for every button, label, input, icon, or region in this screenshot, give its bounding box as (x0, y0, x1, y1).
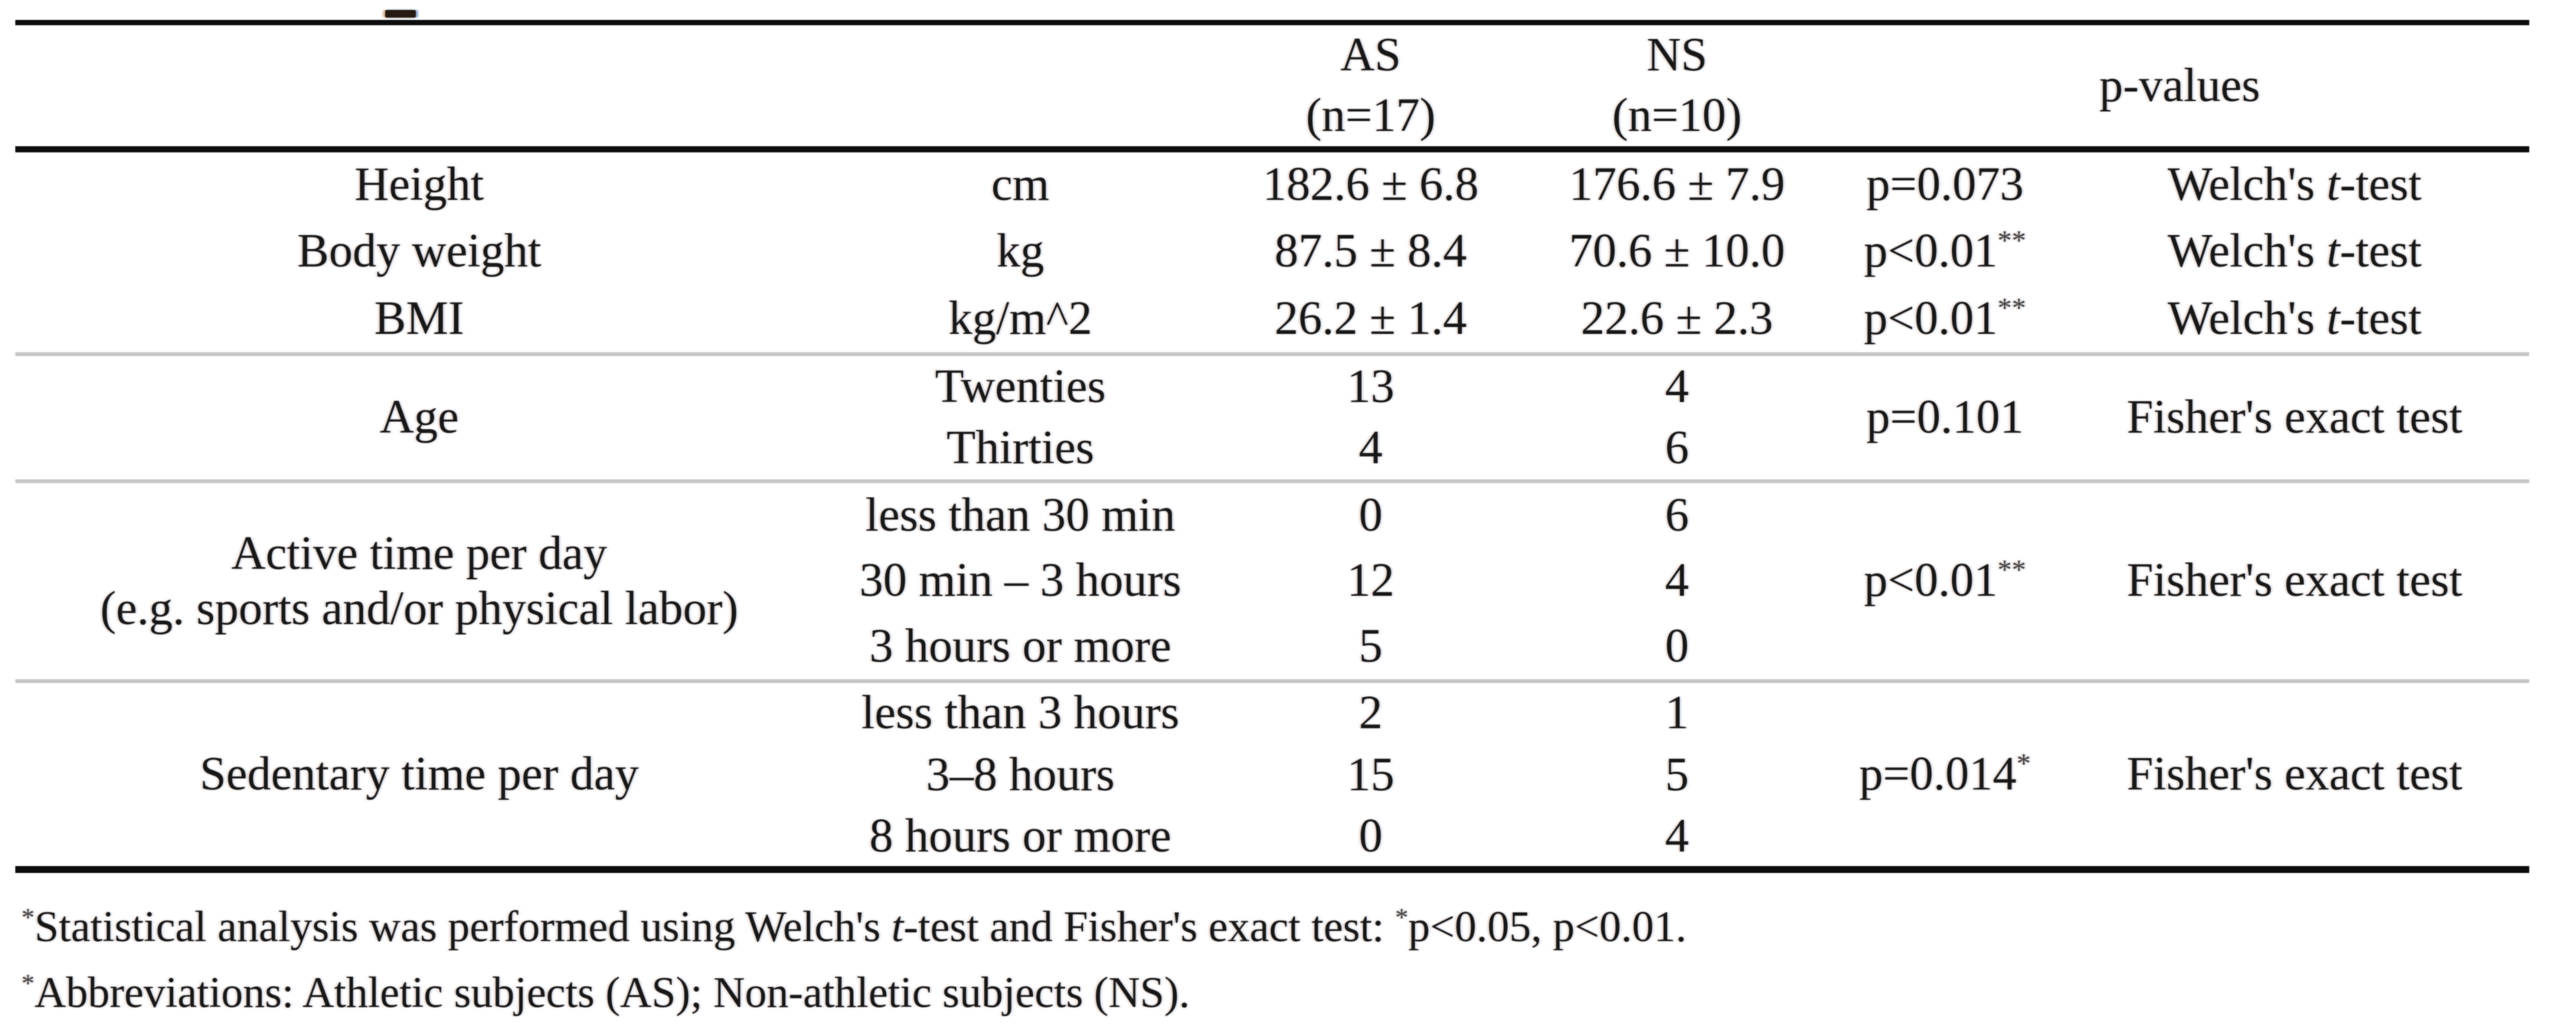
as-count: 15 (1347, 748, 1394, 801)
ns-count: 0 (1665, 620, 1689, 673)
row-age-twenties: Age Twenties 13 4 p=0.101 Fisher's exact… (15, 354, 2529, 443)
p-value: p=0.073 (1866, 159, 2024, 211)
section-age: Age Twenties 13 4 p=0.101 Fisher's exact… (15, 354, 2530, 481)
as-value: 182.6 ± 6.8 (1262, 159, 1479, 211)
unit-label: kg (996, 225, 1044, 278)
as-value: 26.2 ± 1.4 (1274, 293, 1467, 345)
section-active-time: Active time per day (e.g. sports and/or … (15, 481, 2530, 681)
ns-count: 1 (1665, 687, 1689, 740)
section-anthropometrics: Height cm 182.6 ± 6.8 176.6 ± 7.9 p=0.07… (15, 149, 2529, 354)
param-label: Sedentary time per day (199, 747, 639, 800)
ns-value: 70.6 ± 10.0 (1568, 225, 1786, 278)
row-sedentary-3-8h: 3–8 hours 15 5 (15, 744, 2529, 806)
ns-value: 176.6 ± 7.9 (1568, 159, 1786, 211)
as-count: 12 (1347, 554, 1394, 607)
as-count: 0 (1358, 809, 1383, 862)
test-name: Fisher's exact test (2127, 554, 2463, 607)
ns-count: 4 (1665, 554, 1689, 607)
unit-label: kg/m^2 (948, 293, 1093, 345)
header-p-values-label: p-values (2099, 59, 2261, 112)
p-value: p=0.014* (1858, 747, 2032, 800)
ns-group-label: NS (1646, 29, 1708, 81)
test-name: Welch's t-test (2167, 293, 2422, 345)
ns-count: 4 (1665, 809, 1689, 862)
param-line-1: Active time per day (231, 527, 607, 580)
unit-label: cm (991, 159, 1050, 211)
section-sedentary-time: Sedentary time per day less than 3 hours… (15, 681, 2530, 869)
ns-count: 6 (1665, 489, 1689, 541)
param-label: Height (355, 159, 484, 211)
param-label: Body weight (297, 225, 541, 278)
row-active-3h-more: 3 hours or more 5 0 (15, 614, 2529, 681)
row-sedentary-8h-more: 8 hours or more 0 4 (15, 806, 2529, 869)
cropped-caption-artifact (385, 10, 416, 18)
row-sedentary-less-3h: Sedentary time per day less than 3 hours… (15, 681, 2529, 800)
header-row: AS (n=17) NS (n=10) p-values (15, 23, 2530, 150)
test-name: Fisher's exact test (2127, 391, 2463, 443)
row-body-weight: Body weight kg 87.5 ± 8.4 70.6 ± 10.0 p<… (15, 217, 2529, 286)
as-group-label: AS (1340, 29, 1401, 81)
ns-count: 5 (1665, 748, 1689, 801)
row-height: Height cm 182.6 ± 6.8 176.6 ± 7.9 p=0.07… (15, 149, 2529, 217)
category-label: Thirties (946, 422, 1094, 475)
test-name: Welch's t-test (2167, 159, 2422, 211)
as-count: 2 (1358, 687, 1383, 740)
test-name: Fisher's exact test (2127, 747, 2463, 800)
as-group-n: (n=17) (1306, 90, 1436, 142)
ns-count: 4 (1665, 360, 1689, 413)
category-label: 8 hours or more (869, 809, 1172, 862)
param-label: Active time per day (e.g. sports and/or … (15, 481, 823, 681)
category-label: less than 3 hours (861, 687, 1180, 740)
header-ns-column: NS (n=10) (1524, 23, 1830, 150)
param-label: Age (379, 391, 459, 443)
param-line-2: (e.g. sports and/or physical labor) (100, 582, 739, 635)
footnote-statistical-analysis: *Statistical analysis was performed usin… (21, 903, 1687, 951)
row-bmi: BMI kg/m^2 26.2 ± 1.4 22.6 ± 2.3 p<0.01*… (15, 286, 2529, 354)
category-label: 3–8 hours (926, 748, 1115, 801)
ns-count: 6 (1665, 422, 1689, 475)
p-value: p=0.101 (1866, 391, 2024, 443)
ns-group-n: (n=10) (1612, 90, 1742, 142)
row-age-thirties: Thirties 4 6 (15, 417, 2529, 481)
table-header: AS (n=17) NS (n=10) p-values (15, 23, 2530, 150)
test-name: Welch's t-test (2167, 225, 2422, 278)
header-as-column: AS (n=17) (1218, 23, 1524, 150)
footnote-abbreviations: *Abbreviations: Athletic subjects (AS); … (21, 969, 1190, 1017)
row-active-less-30min: Active time per day (e.g. sports and/or … (15, 481, 2529, 635)
p-value: p<0.01** (1864, 554, 2026, 607)
header-empty-cell (15, 23, 1218, 150)
as-count: 13 (1347, 360, 1394, 413)
row-active-30min-3h: 30 min – 3 hours 12 4 (15, 548, 2529, 614)
table-footnotes: *Statistical analysis was performed usin… (21, 894, 2548, 1026)
p-value: p<0.01** (1864, 293, 2026, 345)
ns-value: 22.6 ± 2.3 (1581, 293, 1773, 345)
subject-characteristics-table: AS (n=17) NS (n=10) p-values Height cm 1… (15, 20, 2530, 873)
category-label: 30 min – 3 hours (859, 554, 1182, 607)
category-label: 3 hours or more (869, 620, 1172, 673)
as-count: 5 (1358, 620, 1383, 673)
p-value: p<0.01** (1864, 225, 2026, 278)
category-label: Twenties (935, 360, 1106, 413)
category-label: less than 30 min (865, 489, 1175, 541)
param-label: BMI (374, 293, 465, 345)
as-count: 0 (1358, 489, 1383, 541)
as-value: 87.5 ± 8.4 (1274, 225, 1467, 278)
as-count: 4 (1358, 422, 1383, 475)
